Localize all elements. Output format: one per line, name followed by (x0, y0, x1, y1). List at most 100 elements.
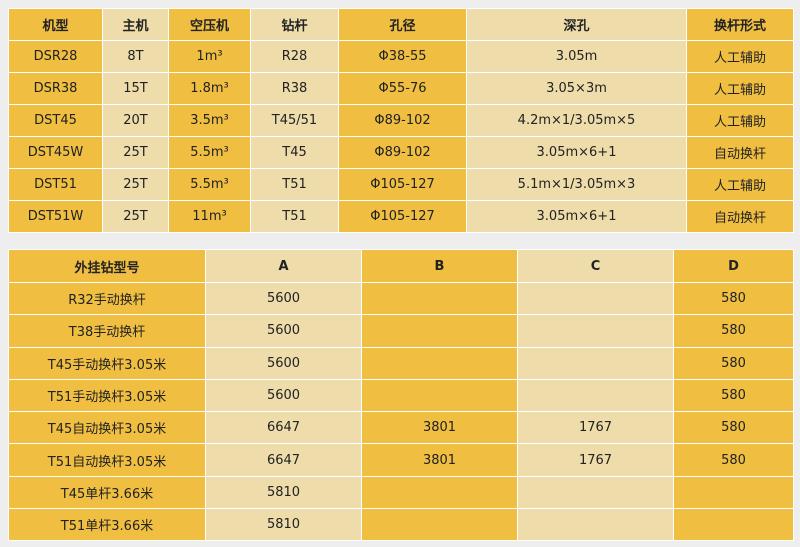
table-cell: R38 (250, 72, 339, 105)
column-header: C (517, 249, 674, 283)
table-cell (517, 281, 674, 316)
table-cell: T51自动换杆3.05米 (8, 443, 206, 477)
table-cell: T51手动换杆3.05米 (8, 378, 206, 413)
table-cell: T45手动换杆3.05米 (8, 346, 206, 380)
table-cell: 6647 (205, 443, 362, 477)
table-cell: 1m³ (168, 40, 251, 73)
table-cell: T45单杆3.66米 (8, 475, 206, 510)
table-row: T51单杆3.66米 5810 (8, 508, 794, 542)
table-cell: 人工辅助 (686, 40, 794, 73)
table-cell (517, 475, 674, 510)
table-cell: 人工辅助 (686, 72, 794, 105)
table-cell (673, 475, 794, 510)
table-cell: 8T (102, 40, 169, 73)
table-cell: 3.05m (466, 40, 687, 73)
table-cell (361, 346, 518, 380)
column-header: D (673, 249, 794, 283)
table-cell: 580 (673, 281, 794, 316)
table-cell: 人工辅助 (686, 168, 794, 201)
table-cell: Φ89-102 (338, 136, 467, 169)
table-cell: Φ38-55 (338, 40, 467, 73)
table-row: DST51W 25T 11m³ T51 Φ105-127 3.05m×6+1 自动换杆 (8, 200, 794, 233)
table-cell (517, 378, 674, 413)
table-cell (673, 508, 794, 542)
table-cell: DST45W (8, 136, 103, 169)
table-cell: T51单杆3.66米 (8, 508, 206, 542)
table-cell: Φ105-127 (338, 168, 467, 201)
column-header: 孔径 (338, 8, 467, 41)
table-cell: DSR38 (8, 72, 103, 105)
table-cell: Φ89-102 (338, 104, 467, 137)
table-row: T45自动换杆3.05米 6647 3801 1767 580 (8, 411, 794, 445)
table-cell: 3.05m×6+1 (466, 200, 687, 233)
table-cell: DST51 (8, 168, 103, 201)
table-cell (361, 475, 518, 510)
table-cell: T38手动换杆 (8, 314, 206, 348)
table-cell: 3.05m×6+1 (466, 136, 687, 169)
table-cell: 5.5m³ (168, 168, 251, 201)
column-header: 机型 (8, 8, 103, 41)
table-cell: 3801 (361, 411, 518, 445)
column-header: 空压机 (168, 8, 251, 41)
table-cell: 5600 (205, 378, 362, 413)
column-header: B (361, 249, 518, 283)
table-cell: 20T (102, 104, 169, 137)
table-cell: 580 (673, 314, 794, 348)
table-cell: DST51W (8, 200, 103, 233)
table-row: DST51 25T 5.5m³ T51 Φ105-127 5.1m×1/3.05m×3 人工… (8, 168, 794, 201)
table-row: T38手动换杆 5600 580 (8, 314, 794, 348)
table-cell: 5810 (205, 475, 362, 510)
table-cell (517, 314, 674, 348)
table-cell (361, 314, 518, 348)
table-cell: 5810 (205, 508, 362, 542)
table-cell: 5600 (205, 281, 362, 316)
table-row: T51手动换杆3.05米 5600 580 (8, 378, 794, 413)
table-cell: 5.5m³ (168, 136, 251, 169)
table-cell: 25T (102, 136, 169, 169)
table-cell: 580 (673, 378, 794, 413)
column-header: 钻杆 (250, 8, 339, 41)
table-cell: 6647 (205, 411, 362, 445)
drill-spec-table: 机型 主机 空压机 钻杆 孔径 深孔 换杆形式 DSR28 8T 1m³ R28 Φ38-55 3.0… (8, 8, 794, 233)
table-cell: 3.5m³ (168, 104, 251, 137)
table-cell (361, 281, 518, 316)
table-cell: 自动换杆 (686, 136, 794, 169)
table-row: T45手动换杆3.05米 5600 580 (8, 346, 794, 380)
table-cell: 5600 (205, 314, 362, 348)
external-drill-dimension-table: 外挂钻型号 A B C D R32手动换杆 5600 580 T38手动换杆 5600 580 T4… (8, 249, 794, 542)
table-cell: T45自动换杆3.05米 (8, 411, 206, 445)
table-row: R32手动换杆 5600 580 (8, 281, 794, 316)
table-cell: 人工辅助 (686, 104, 794, 137)
table-cell: 1767 (517, 411, 674, 445)
table-row: DST45 20T 3.5m³ T45/51 Φ89-102 4.2m×1/3.05m×5… (8, 104, 794, 137)
table-cell: T51 (250, 200, 339, 233)
table-cell (361, 378, 518, 413)
table-cell: 25T (102, 168, 169, 201)
table-cell: T45/51 (250, 104, 339, 137)
column-header: 换杆形式 (686, 8, 794, 41)
table-cell: Φ55-76 (338, 72, 467, 105)
column-header: 主机 (102, 8, 169, 41)
column-header: A (205, 249, 362, 283)
table-row: T45单杆3.66米 5810 (8, 475, 794, 510)
table-cell: DST45 (8, 104, 103, 137)
table-cell: R32手动换杆 (8, 281, 206, 316)
table-cell: 5600 (205, 346, 362, 380)
table-cell: 5.1m×1/3.05m×3 (466, 168, 687, 201)
table-cell: 1.8m³ (168, 72, 251, 105)
table-row: DSR38 15T 1.8m³ R38 Φ55-76 3.05×3m 人工辅助 (8, 72, 794, 105)
table-cell: 580 (673, 346, 794, 380)
table-cell: DSR28 (8, 40, 103, 73)
column-header: 深孔 (466, 8, 687, 41)
table-cell (517, 508, 674, 542)
table-cell (517, 346, 674, 380)
table-cell: 3.05×3m (466, 72, 687, 105)
table-cell: Φ105-127 (338, 200, 467, 233)
table-cell: 4.2m×1/3.05m×5 (466, 104, 687, 137)
table-cell: 580 (673, 411, 794, 445)
table-cell (361, 508, 518, 542)
table-header-row: 机型 主机 空压机 钻杆 孔径 深孔 换杆形式 (8, 8, 794, 41)
table-cell: R28 (250, 40, 339, 73)
table-cell: 15T (102, 72, 169, 105)
table-row: DSR28 8T 1m³ R28 Φ38-55 3.05m 人工辅助 (8, 40, 794, 73)
